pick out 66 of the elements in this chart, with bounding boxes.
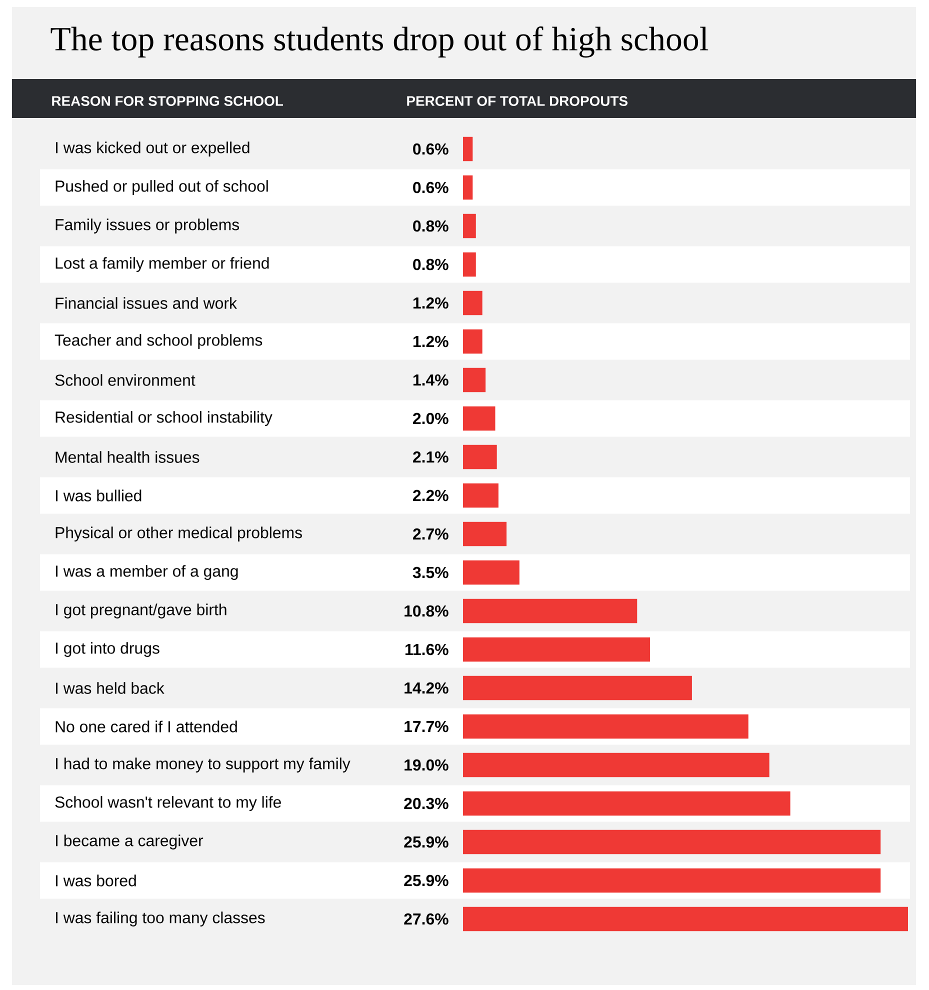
y-tick-label: I became a caregiver (56, 834, 204, 850)
bar (462, 444, 497, 470)
bar (462, 637, 650, 662)
bar (462, 290, 482, 316)
y-tick-label: I was kicked out or expelled (56, 142, 250, 156)
bar (462, 830, 881, 854)
y-tick-label: School wasn't relevant to my life (55, 796, 281, 811)
data-label: 14.2% (404, 682, 448, 694)
data-label: 10.8% (404, 605, 448, 617)
y-tick-label: Lost a family member or friend (56, 257, 269, 272)
bar (462, 676, 692, 700)
bar (462, 522, 507, 546)
y-tick-label: Residential or school instability (56, 411, 272, 426)
bar (462, 329, 482, 354)
data-label: 1.2% (413, 336, 448, 348)
bar (462, 906, 908, 932)
data-label: 3.5% (412, 566, 448, 578)
bar (462, 598, 638, 624)
y-tick-label: Pushed or pulled out of school (56, 180, 268, 195)
data-label: 0.6% (413, 143, 448, 155)
y-tick-label: I got pregnant/gave birth (56, 604, 226, 618)
data-label: 20.3% (404, 798, 448, 810)
bar (462, 560, 520, 585)
bar (462, 791, 790, 816)
data-label: 25.9% (404, 874, 448, 886)
data-label: 27.6% (404, 913, 448, 925)
y-tick-label: I got into drugs (56, 642, 160, 657)
data-label: 19.0% (404, 759, 448, 771)
bar (462, 714, 748, 739)
bar (462, 868, 881, 893)
y-tick-label: I had to make money to support my family (56, 758, 350, 772)
y-tick-label: I was failing too many classes (56, 912, 265, 926)
bar (462, 252, 476, 277)
y-tick-label: School environment (55, 374, 196, 386)
data-label: 1.4% (413, 374, 448, 386)
data-label: 11.6% (405, 644, 448, 656)
data-label: 0.8% (413, 258, 448, 270)
data-label: 17.7% (404, 720, 448, 732)
data-label: 1.2% (413, 297, 448, 309)
y-tick-label: Financial issues and work (56, 297, 237, 309)
y-tick-label: Family issues or problems (56, 218, 240, 234)
y-tick-label: Physical or other medical problems (56, 526, 302, 542)
data-label: 0.6% (413, 182, 448, 194)
y-tick-label: Teacher and school problems (54, 334, 262, 349)
bar (462, 752, 770, 778)
y-tick-label: I was a member of a gang (56, 565, 238, 580)
bar (462, 368, 486, 392)
chart-title: The top reasons students drop out of high school (50, 26, 708, 58)
data-label: 25.9% (404, 836, 448, 848)
bar (462, 214, 476, 238)
text: PERCENT OF TOTAL DROPOUTS (407, 96, 628, 106)
y-tick-label: I was held back (56, 682, 164, 694)
data-label: 2.7% (413, 528, 448, 540)
bar (462, 483, 498, 508)
y-tick-label: Mental health issues (56, 451, 200, 463)
bar (462, 406, 496, 431)
y-tick-label: I was bored (56, 874, 136, 886)
bar (462, 175, 473, 200)
data-label: 0.8% (413, 220, 448, 232)
text: REASON FOR STOPPING SCHOOL (52, 96, 283, 106)
bar (462, 136, 473, 162)
data-label: 2.2% (413, 490, 448, 502)
y-tick-label: No one cared if I attended (56, 720, 237, 732)
data-label: 2.1% (413, 451, 448, 463)
y-tick-label: I was bullied (56, 490, 142, 502)
data-label: 2.0% (413, 412, 448, 424)
